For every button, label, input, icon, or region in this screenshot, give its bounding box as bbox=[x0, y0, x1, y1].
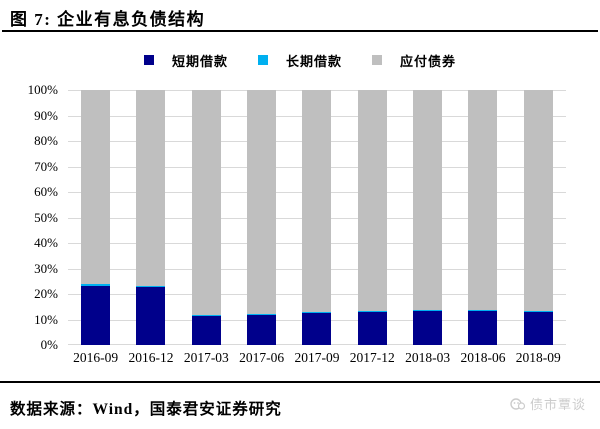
bar-2018-03 bbox=[413, 90, 443, 345]
bar-2018-09 bbox=[523, 90, 553, 345]
legend-swatch-icon bbox=[143, 55, 154, 65]
y-axis-tick-label: 10% bbox=[34, 311, 58, 327]
bar-segment-short_term_loans bbox=[357, 311, 387, 345]
x-axis-tick-label: 2016-09 bbox=[73, 350, 119, 365]
legend-label: 应付债券 bbox=[400, 53, 457, 69]
bar-segment-short_term_loans bbox=[302, 313, 332, 345]
legend-label: 长期借款 bbox=[285, 53, 342, 69]
bar-2016-09 bbox=[81, 90, 111, 345]
y-axis-tick-label: 50% bbox=[34, 209, 58, 225]
y-axis-tick-label: 40% bbox=[34, 235, 58, 250]
bar-segment-bonds_payable bbox=[136, 90, 166, 287]
chart-title: 图 7: 企业有息负债结构 bbox=[10, 10, 206, 29]
bar-segment-bonds_payable bbox=[357, 90, 387, 311]
chart-area: 100% 90% 80% 70% 60% 50% 40% 30% 20% 10% 0% bbox=[0, 82, 600, 352]
y-axis-tick-label: 20% bbox=[34, 286, 58, 301]
watermark: 债市覃谈 bbox=[510, 394, 586, 413]
x-axis-tick-label: 2017-12 bbox=[349, 350, 395, 365]
bars bbox=[68, 90, 566, 345]
legend-label: 短期借款 bbox=[171, 53, 228, 69]
bar-segment-bonds_payable bbox=[413, 90, 443, 311]
bar-segment-bonds_payable bbox=[81, 90, 111, 285]
bar-segment-bonds_payable bbox=[468, 90, 498, 311]
x-axis-tick-label: 2017-03 bbox=[183, 350, 229, 365]
y-axis-tick-label: 100% bbox=[27, 82, 58, 97]
x-axis-tick-label: 2018-06 bbox=[460, 350, 506, 365]
y-axis-tick-label: 60% bbox=[34, 184, 58, 199]
x-axis: 2016-09 2016-12 2017-03 2017-06 2017-09 2017-… bbox=[68, 350, 566, 366]
bar-segment-long_term_loans bbox=[523, 311, 553, 313]
y-axis-tick-label: 80% bbox=[34, 133, 58, 148]
bar-segment-long_term_loans bbox=[357, 310, 387, 312]
legend-item-bonds_payable: 应付债券 bbox=[372, 51, 456, 70]
watermark-text: 债市覃谈 bbox=[529, 397, 586, 412]
bar-segment-long_term_loans bbox=[136, 286, 166, 288]
bar-segment-long_term_loans bbox=[191, 314, 221, 316]
bar-2017-12 bbox=[357, 90, 387, 345]
bar-segment-long_term_loans bbox=[302, 312, 332, 314]
bar-segment-bonds_payable bbox=[523, 90, 553, 312]
bar-segment-long_term_loans bbox=[81, 284, 111, 286]
y-axis-tick-label: 30% bbox=[34, 260, 58, 276]
title-divider bbox=[2, 30, 598, 32]
bar-segment-bonds_payable bbox=[247, 90, 277, 314]
bar-segment-short_term_loans bbox=[413, 311, 443, 345]
bar-2016-12 bbox=[136, 90, 166, 345]
x-axis-tick-label: 2017-06 bbox=[239, 350, 285, 365]
plot-area bbox=[68, 90, 566, 345]
bar-segment-bonds_payable bbox=[191, 90, 221, 315]
y-axis-tick-label: 0% bbox=[40, 337, 58, 352]
watermark-logo-icon bbox=[510, 397, 526, 411]
legend-item-short_term_loans: 短期借款 bbox=[143, 51, 228, 70]
bar-2018-06 bbox=[468, 90, 498, 345]
bar-segment-short_term_loans bbox=[136, 287, 166, 345]
bar-segment-short_term_loans bbox=[247, 314, 277, 345]
bar-2017-03 bbox=[191, 90, 221, 345]
legend-swatch-icon bbox=[372, 55, 382, 65]
bar-2017-09 bbox=[302, 90, 332, 345]
legend: 短期借款 长期借款 应付债券 bbox=[0, 50, 600, 70]
bar-segment-long_term_loans bbox=[247, 313, 277, 315]
bar-segment-short_term_loans bbox=[523, 312, 553, 345]
bar-2017-06 bbox=[247, 90, 277, 345]
bar-segment-short_term_loans bbox=[468, 311, 498, 345]
x-axis-tick-label: 2016-12 bbox=[128, 350, 174, 365]
x-axis-tick-label: 2018-09 bbox=[515, 350, 561, 365]
bottom-divider bbox=[0, 381, 600, 383]
y-axis-tick-label: 90% bbox=[34, 107, 58, 123]
y-axis-tick-label: 70% bbox=[34, 158, 58, 174]
x-axis-tick-label: 2018-03 bbox=[405, 350, 451, 365]
x-axis-tick-label: 2017-09 bbox=[294, 350, 340, 365]
bar-segment-long_term_loans bbox=[468, 310, 498, 312]
legend-item-long_term_loans: 长期借款 bbox=[257, 51, 342, 70]
bar-segment-bonds_payable bbox=[302, 90, 332, 313]
bar-segment-short_term_loans bbox=[191, 315, 221, 345]
bar-segment-long_term_loans bbox=[413, 310, 443, 312]
y-axis: 100% 90% 80% 70% 60% 50% 40% 30% 20% 10% 0% bbox=[0, 82, 62, 352]
bar-segment-short_term_loans bbox=[81, 285, 111, 345]
legend-swatch-icon bbox=[257, 55, 268, 65]
data-source-note: 数据来源：Wind，国泰君安证券研究 bbox=[10, 401, 282, 418]
